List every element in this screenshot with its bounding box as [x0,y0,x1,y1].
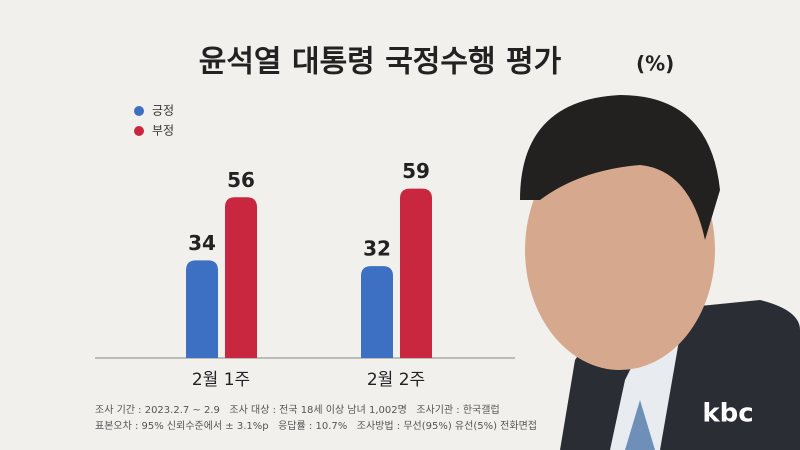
bar [361,266,393,358]
bar [400,188,432,358]
bar [225,197,257,358]
x-tick-label: 2월 2주 [367,370,425,390]
note: 표본오차 : 95% 신뢰수준에서 ± 3.1%p 응답률 : 10.7% 조사… [95,420,537,432]
legend-label: 부정 [152,124,174,138]
legend-marker [134,126,144,136]
note: 조사 기간 : 2023.2.7 ~ 2.9 조사 대상 : 전국 18세 이상… [95,404,500,416]
value-label: 59 [402,159,430,183]
unit-label: (%) [636,52,674,76]
legend-marker [134,106,144,116]
portrait [520,95,800,450]
chart-title: 윤석열 대통령 국정수행 평가 [199,45,562,80]
value-label: 34 [188,231,216,255]
bar [186,260,218,358]
logo: kbc [702,399,753,429]
value-label: 56 [227,168,255,192]
legend-label: 긍정 [152,104,174,118]
x-tick-label: 2월 1주 [192,370,250,390]
value-label: 32 [363,237,391,261]
